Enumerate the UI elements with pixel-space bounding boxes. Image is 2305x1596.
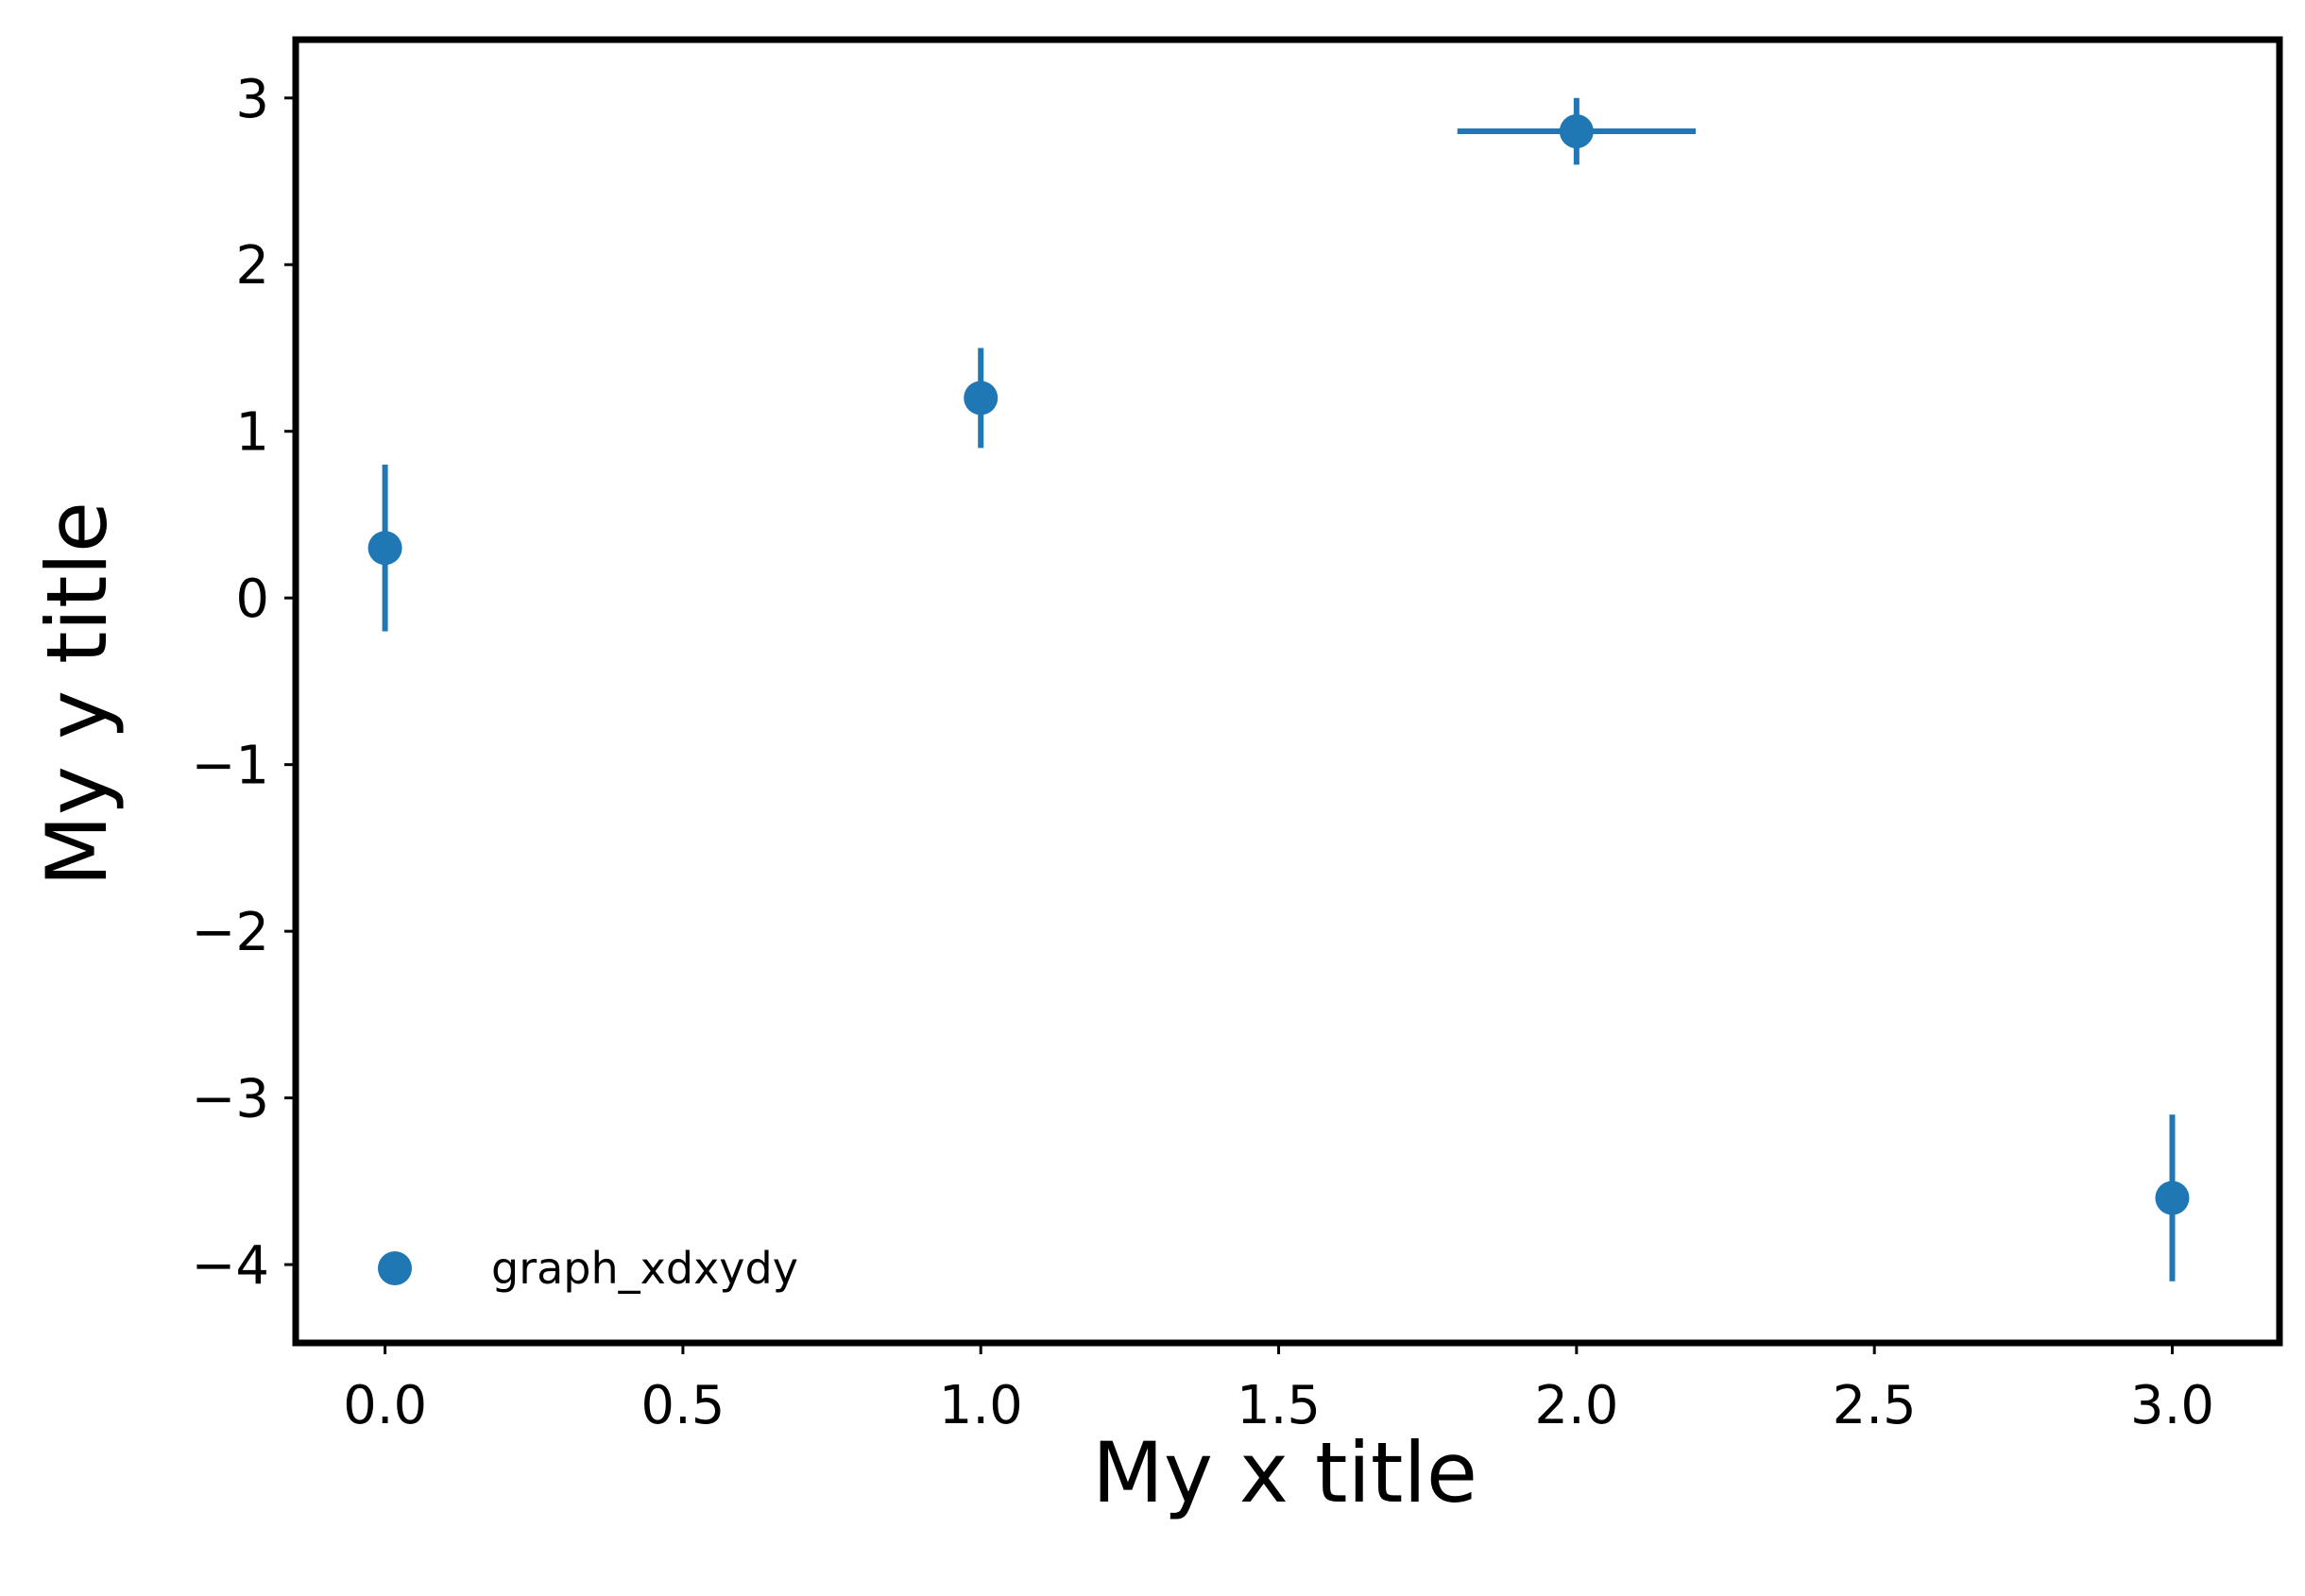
y-tick-label: 0: [235, 569, 269, 630]
legend-marker: [378, 1251, 412, 1285]
marks-layer: [367, 97, 2190, 1282]
axes-layer: 0.0 0.5 1.0 1.5 2.0 2.5 3.0 −4 −3 −2 −1 0 1 2 3: [191, 36, 2283, 1436]
y-tick-label: −4: [191, 1235, 269, 1297]
legend-label: graph_xdxydy: [491, 1243, 798, 1294]
x-tick-label: 2.0: [1534, 1375, 1618, 1436]
plot-frame: [292, 36, 2283, 1347]
y-tick-label: 2: [235, 235, 269, 297]
x-tick-label: 0.5: [640, 1375, 725, 1436]
legend: graph_xdxydy: [378, 1243, 798, 1294]
data-point: [367, 531, 402, 566]
y-tick-label: −2: [191, 902, 269, 963]
data-point: [1559, 114, 1594, 149]
x-tick-label: 0.0: [343, 1375, 427, 1436]
y-axis-title: My y title: [28, 501, 126, 887]
y-tick-label: 1: [235, 402, 269, 464]
data-point: [964, 381, 999, 416]
x-tick-label: 2.5: [1833, 1375, 1917, 1436]
y-tick-label: −3: [191, 1069, 269, 1130]
data-point: [2155, 1180, 2190, 1215]
y-tick-label: 3: [235, 69, 269, 130]
x-tick-label: 1.5: [1237, 1375, 1321, 1436]
x-axis-title: My x title: [1092, 1424, 1477, 1521]
y-tick-label: −1: [191, 736, 269, 797]
x-tick-label: 3.0: [2130, 1375, 2214, 1436]
x-tick-label: 1.0: [939, 1375, 1023, 1436]
